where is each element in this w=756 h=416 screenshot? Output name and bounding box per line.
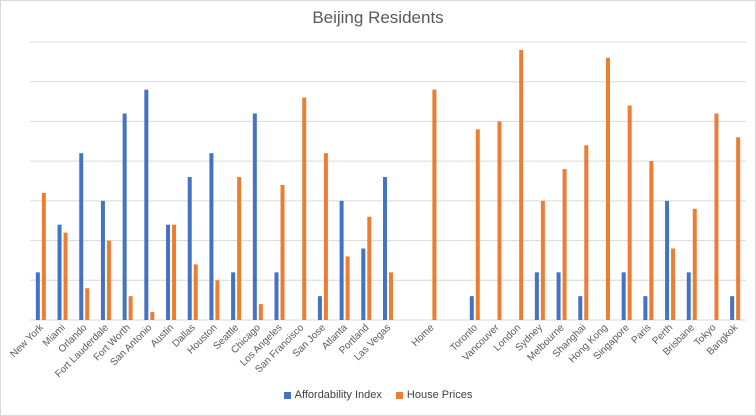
- legend: Affordability Index House Prices: [0, 389, 756, 401]
- x-tick-label: Austin: [149, 322, 176, 349]
- bar-affordability: [231, 272, 236, 320]
- bar-affordability: [35, 272, 40, 320]
- bar-affordability: [578, 296, 583, 320]
- bar-house-prices: [584, 145, 589, 320]
- chart-title: Beijing Residents: [312, 8, 444, 27]
- bar-house-prices: [540, 200, 545, 320]
- x-tick-label: Home: [410, 322, 437, 349]
- bar-house-prices: [41, 192, 46, 320]
- bar-house-prices: [367, 216, 372, 320]
- bar-house-prices: [627, 105, 632, 321]
- bar-house-prices: [172, 224, 177, 320]
- bar-house-prices: [475, 129, 480, 320]
- bar-house-prices: [302, 97, 307, 320]
- bar-affordability: [187, 177, 192, 320]
- bar-house-prices: [106, 240, 111, 320]
- bar-house-prices: [389, 272, 393, 320]
- bar-house-prices: [323, 153, 328, 320]
- bar-affordability: [144, 89, 149, 321]
- bar-affordability: [122, 113, 127, 320]
- bar-house-prices: [519, 49, 524, 320]
- legend-swatch-house-prices: [395, 391, 403, 399]
- bar-affordability: [686, 272, 691, 320]
- bar-affordability: [383, 177, 387, 320]
- bar-house-prices: [237, 177, 242, 320]
- bar-house-prices: [63, 232, 68, 320]
- legend-item-affordability: Affordability Index: [283, 389, 382, 401]
- bar-affordability: [621, 272, 626, 320]
- bar-house-prices: [150, 312, 155, 320]
- bar-house-prices: [736, 137, 741, 320]
- x-tick-label: Paris: [630, 322, 654, 346]
- bar-affordability: [556, 272, 561, 320]
- legend-item-house-prices: House Prices: [395, 389, 473, 401]
- bar-affordability: [79, 153, 84, 320]
- bar-house-prices: [128, 296, 133, 320]
- legend-label-house-prices: House Prices: [406, 389, 473, 401]
- bar-house-prices: [497, 121, 502, 320]
- bar-affordability: [317, 296, 322, 320]
- bar-affordability: [166, 224, 171, 320]
- bar-house-prices: [85, 288, 90, 320]
- bar-house-prices: [671, 248, 676, 320]
- bar-house-prices: [345, 256, 350, 320]
- bar-house-prices: [692, 208, 697, 320]
- bar-affordability: [469, 296, 474, 320]
- bar-affordability: [339, 200, 344, 320]
- bar-house-prices: [258, 304, 263, 320]
- bar-affordability: [361, 248, 366, 320]
- bar-affordability: [665, 200, 670, 320]
- bar-house-prices: [714, 113, 719, 320]
- bar-house-prices: [649, 161, 654, 320]
- bar-house-prices: [215, 280, 220, 320]
- legend-label-affordability: Affordability Index: [294, 389, 382, 401]
- bar-house-prices: [432, 89, 437, 321]
- bar-affordability: [252, 113, 257, 320]
- bar-house-prices: [605, 57, 610, 321]
- bar-house-prices: [562, 169, 567, 320]
- bar-affordability: [209, 153, 214, 320]
- bar-house-prices: [280, 184, 285, 320]
- bar-affordability: [100, 200, 105, 320]
- bar-affordability: [57, 224, 62, 320]
- bar-affordability: [274, 272, 279, 320]
- bar-affordability: [643, 296, 648, 320]
- legend-swatch-affordability: [283, 391, 291, 399]
- bar-affordability: [730, 296, 735, 320]
- bar-affordability: [534, 272, 539, 320]
- bar-house-prices: [193, 264, 198, 320]
